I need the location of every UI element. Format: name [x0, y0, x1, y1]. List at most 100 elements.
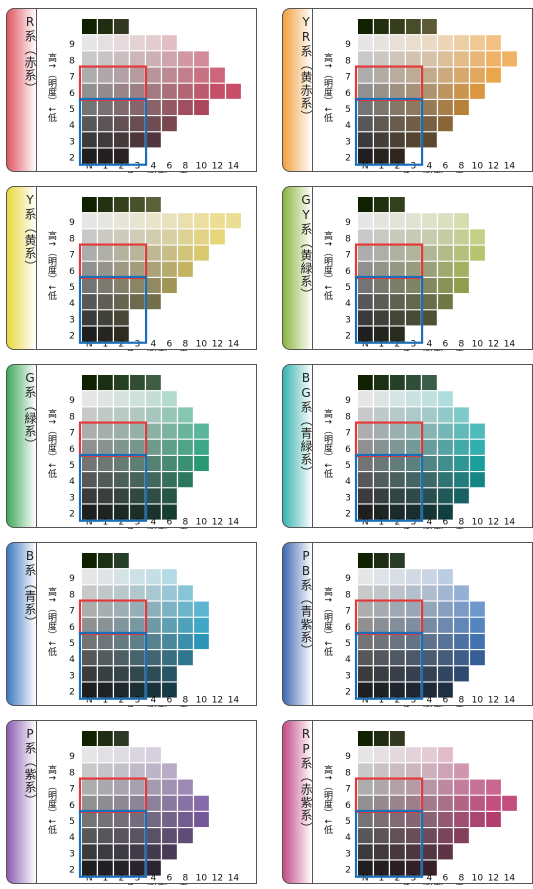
x-tick-label: 1 [378, 874, 384, 884]
color-swatch [98, 811, 113, 828]
x-tick-label: 10 [196, 696, 208, 706]
y-tick-label: 8 [345, 56, 351, 66]
color-swatch [454, 229, 469, 245]
x-tick-label: 4 [150, 340, 156, 350]
x-tick-label: 10 [196, 162, 208, 172]
color-swatch [114, 763, 129, 779]
x-tick-label: 2 [394, 874, 400, 884]
color-swatch [454, 261, 469, 277]
color-swatch [454, 828, 469, 844]
color-swatch [438, 213, 453, 229]
color-swatch [82, 148, 97, 164]
y-tick-label: 8 [345, 412, 351, 422]
color-swatch [470, 617, 485, 633]
color-swatch [98, 245, 113, 261]
color-swatch [130, 83, 145, 99]
color-swatch [146, 51, 161, 67]
color-swatch [470, 51, 485, 67]
color-swatch [146, 795, 161, 811]
y-tick-label: 6 [345, 623, 351, 633]
color-swatch [406, 795, 421, 811]
color-swatch [358, 633, 373, 650]
color-swatch [358, 795, 373, 811]
color-swatch [406, 245, 421, 261]
color-swatch [146, 294, 161, 310]
color-swatch [358, 682, 373, 698]
color-swatch [390, 617, 405, 633]
color-swatch [406, 828, 421, 844]
color-swatch [82, 747, 97, 763]
color-swatch [406, 99, 421, 116]
color-swatch [194, 51, 209, 67]
highlight-box-blue [78, 631, 148, 700]
color-swatch [114, 569, 129, 585]
color-swatch [406, 277, 421, 294]
color-swatch [406, 213, 421, 229]
color-swatch [114, 51, 129, 67]
color-swatch [390, 116, 405, 132]
color-swatch [422, 633, 437, 650]
color-swatch [130, 633, 145, 650]
hue-tab: P系（紫系） [6, 720, 37, 884]
y-tick-label: 3 [345, 493, 351, 503]
x-axis-label: 低←（彩度）→高 [126, 527, 187, 529]
color-swatch [438, 407, 453, 423]
color-swatch [406, 650, 421, 666]
color-swatch [114, 811, 129, 828]
color-swatch [178, 650, 193, 666]
highlight-box-blue [354, 809, 424, 878]
color-swatch [358, 197, 373, 213]
color-swatch [162, 213, 177, 229]
color-swatch [114, 423, 129, 439]
x-axis-label: 低←（彩度）→高 [126, 349, 187, 351]
color-swatch [374, 633, 389, 650]
color-swatch [82, 617, 97, 633]
color-swatch [82, 35, 97, 51]
color-swatch [146, 585, 161, 601]
color-swatch [374, 455, 389, 472]
color-swatch [162, 83, 177, 99]
color-swatch [82, 277, 97, 294]
color-swatch [374, 132, 389, 148]
color-swatch [454, 407, 469, 423]
color-swatch [82, 83, 97, 99]
color-swatch [374, 731, 389, 747]
color-swatch [454, 763, 469, 779]
color-swatch [422, 828, 437, 844]
color-swatch [130, 504, 145, 520]
color-swatch [82, 666, 97, 682]
y-tick-label: 6 [69, 89, 75, 99]
color-swatch [390, 326, 405, 342]
color-swatch [358, 666, 373, 682]
color-swatch [114, 682, 129, 698]
color-swatch [98, 779, 113, 795]
y-tick-label: 3 [69, 849, 75, 859]
hue-label: YR系（黄赤系） [299, 15, 313, 123]
color-swatch [98, 375, 113, 391]
color-swatch [390, 35, 405, 51]
color-swatch [82, 19, 97, 35]
color-swatch [422, 67, 437, 83]
color-swatch [130, 666, 145, 682]
color-swatch [390, 585, 405, 601]
color-swatch [390, 666, 405, 682]
x-tick-label: 6 [443, 340, 449, 350]
highlight-box-blue [354, 275, 424, 344]
color-swatch [146, 83, 161, 99]
color-swatch [358, 585, 373, 601]
color-swatch [438, 245, 453, 261]
x-axis-label: 低←（彩度）→高 [402, 349, 463, 351]
color-swatch [178, 213, 193, 229]
color-swatch [358, 19, 373, 35]
color-swatch [422, 310, 437, 326]
color-swatch [390, 811, 405, 828]
y-tick-label: 9 [345, 396, 351, 406]
color-swatch [114, 277, 129, 294]
color-swatch [454, 245, 469, 261]
y-tick-label: 5 [345, 105, 351, 115]
hue-label: GY系（黄緑系） [299, 193, 313, 301]
y-tick-label: 6 [69, 801, 75, 811]
x-tick-label: 2 [118, 874, 124, 884]
y-tick-label: 8 [69, 56, 75, 66]
color-swatch [82, 229, 97, 245]
